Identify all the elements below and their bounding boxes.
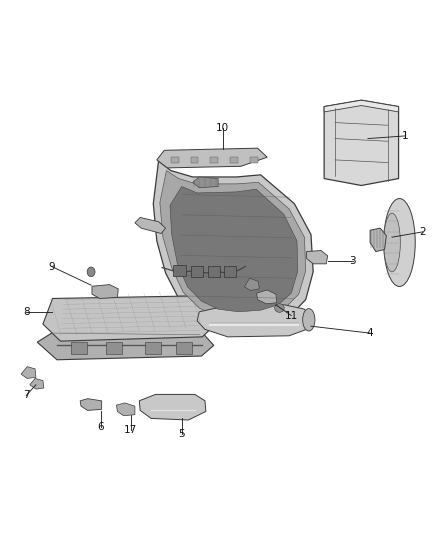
- Text: 3: 3: [349, 256, 356, 266]
- Polygon shape: [244, 278, 259, 290]
- Polygon shape: [307, 251, 328, 264]
- Bar: [173, 265, 186, 276]
- Bar: [210, 157, 218, 163]
- Circle shape: [87, 267, 95, 277]
- Bar: [191, 157, 198, 163]
- Polygon shape: [80, 399, 102, 410]
- Polygon shape: [324, 100, 399, 112]
- Polygon shape: [157, 148, 267, 168]
- Bar: [250, 157, 258, 163]
- Text: 9: 9: [48, 262, 55, 271]
- Bar: [145, 342, 161, 354]
- Polygon shape: [43, 296, 215, 341]
- Polygon shape: [30, 378, 44, 389]
- Polygon shape: [135, 217, 166, 233]
- Text: 11: 11: [285, 311, 298, 320]
- Polygon shape: [153, 161, 313, 329]
- Polygon shape: [37, 329, 214, 360]
- Bar: [230, 157, 238, 163]
- Bar: [176, 342, 192, 354]
- Text: 2: 2: [419, 227, 426, 237]
- Ellipse shape: [384, 198, 415, 287]
- Polygon shape: [193, 177, 218, 188]
- Polygon shape: [21, 367, 36, 378]
- Ellipse shape: [384, 213, 400, 272]
- Polygon shape: [170, 187, 298, 312]
- Bar: [224, 266, 236, 277]
- Ellipse shape: [275, 304, 284, 312]
- Bar: [208, 266, 220, 277]
- Bar: [191, 266, 203, 277]
- Bar: [71, 342, 87, 354]
- Polygon shape: [92, 285, 118, 298]
- Text: 1: 1: [402, 131, 409, 141]
- Polygon shape: [117, 403, 135, 416]
- Bar: [171, 157, 179, 163]
- Text: 6: 6: [97, 423, 104, 432]
- Text: 7: 7: [23, 391, 30, 400]
- Text: 17: 17: [124, 425, 137, 435]
- Polygon shape: [324, 100, 399, 185]
- Text: 8: 8: [23, 307, 30, 317]
- Ellipse shape: [303, 309, 315, 331]
- Text: 10: 10: [216, 123, 229, 133]
- Polygon shape: [160, 171, 306, 320]
- Bar: [106, 342, 122, 354]
- Text: 5: 5: [178, 430, 185, 439]
- Polygon shape: [139, 394, 206, 420]
- Text: 4: 4: [367, 328, 374, 338]
- Polygon shape: [197, 305, 312, 337]
- Polygon shape: [257, 290, 277, 304]
- Polygon shape: [370, 228, 386, 252]
